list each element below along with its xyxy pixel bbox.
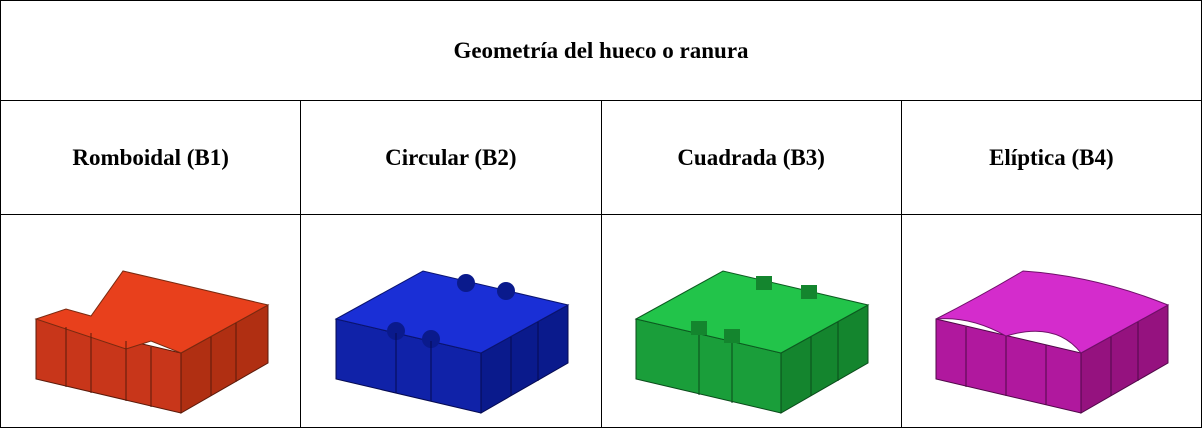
image-cell [0, 214, 302, 428]
block-image [334, 270, 570, 414]
column-header: Circular (B2) [300, 100, 602, 215]
image-cell [900, 214, 1202, 428]
column-header: Elíptica (B4) [900, 100, 1202, 215]
title-row: Geometría del hueco o ranura [0, 0, 1202, 101]
image-row [0, 214, 1202, 428]
table-title: Geometría del hueco o ranura [0, 0, 1202, 101]
column-header: Romboidal (B1) [0, 100, 302, 215]
block-image [634, 270, 870, 414]
block-image [935, 270, 1170, 414]
column-header: Cuadrada (B3) [600, 100, 902, 215]
image-cell [300, 214, 602, 428]
image-cell [600, 214, 902, 428]
block-image [34, 270, 270, 414]
header-row: Romboidal (B1) Circular (B2) Cuadrada (B… [0, 100, 1202, 215]
